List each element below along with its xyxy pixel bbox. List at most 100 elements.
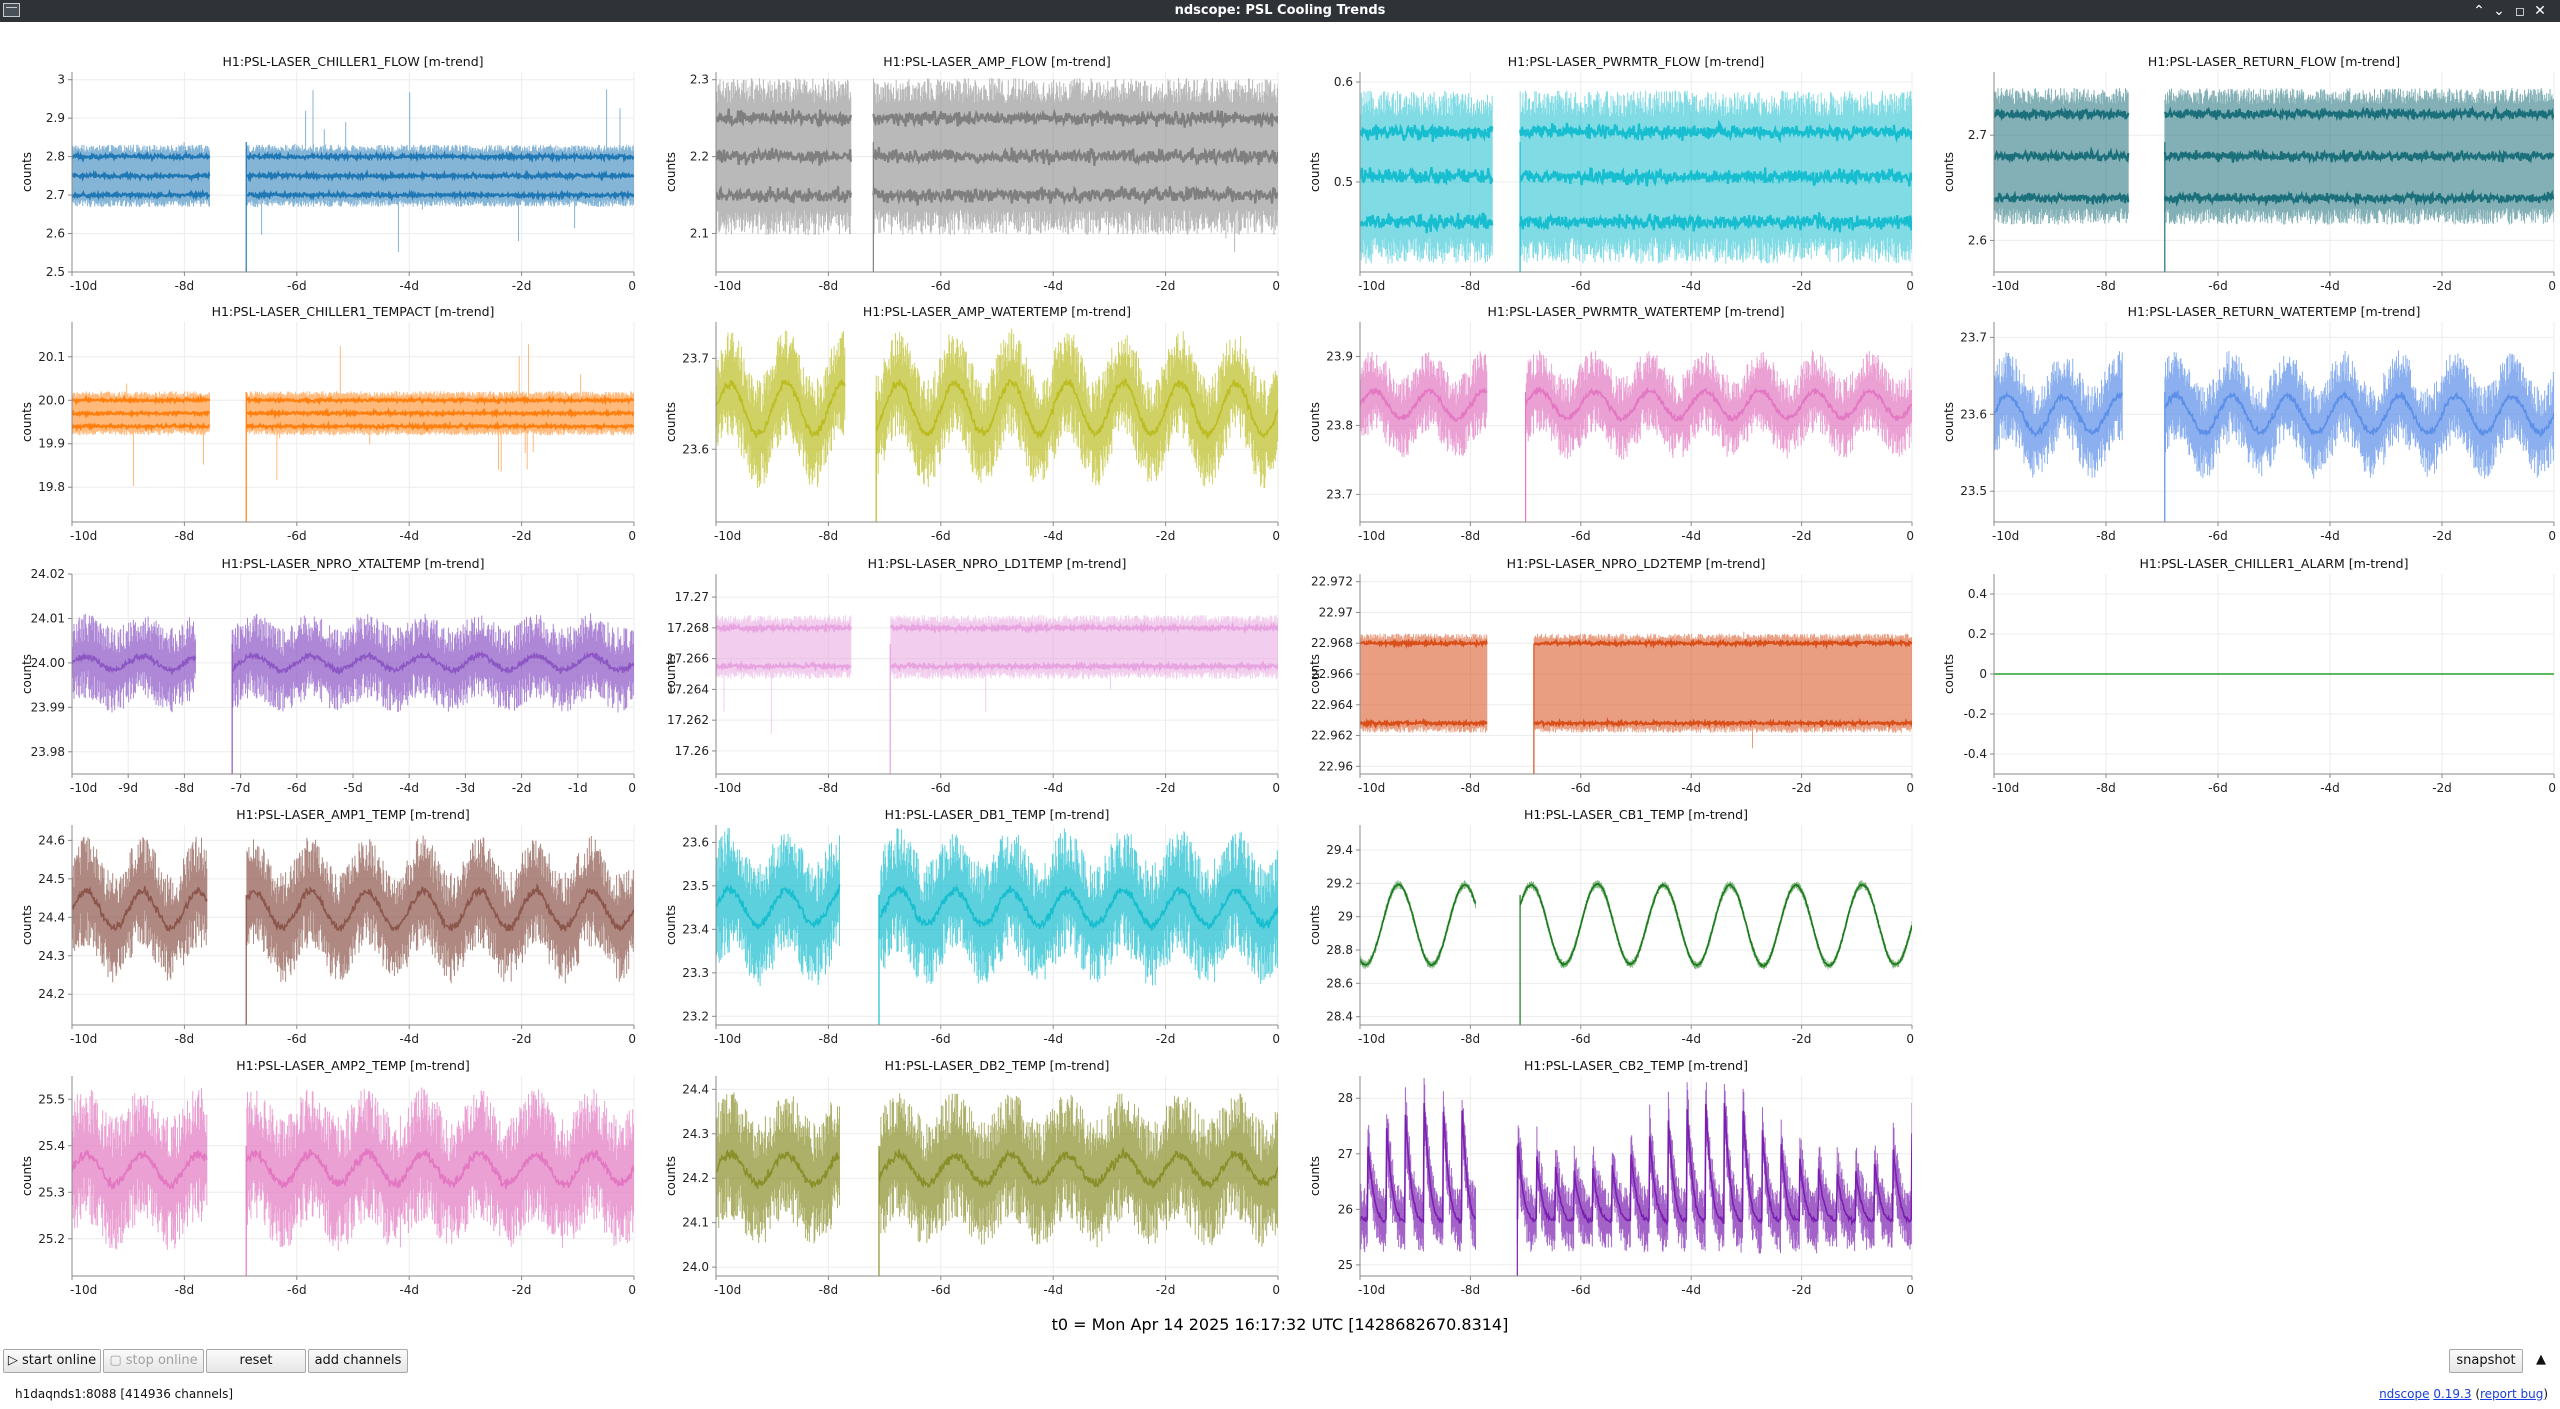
x-tick-label: -8d	[2096, 529, 2116, 543]
plot-panel[interactable]: H1:PSL-LASER_AMP_FLOW [m-trend] counts 2.1…	[644, 52, 1284, 302]
y-tick-label: 24.0	[682, 1260, 709, 1274]
x-tick-label: -10d	[714, 781, 741, 795]
trend-plot[interactable]: H1:PSL-LASER_AMP_FLOW [m-trend] counts 2.1…	[644, 52, 1284, 302]
x-tick-label: -8d	[2096, 279, 2116, 293]
chevron-up-icon[interactable]: ⌃	[2473, 3, 2485, 19]
x-tick-label: -2d	[1156, 1283, 1176, 1297]
trend-series	[716, 615, 1278, 774]
y-tick-label: 24.5	[38, 872, 65, 886]
t0-label: t0 = Mon Apr 14 2025 16:17:32 UTC [14286…	[1051, 1315, 1509, 1334]
trend-band	[716, 659, 1278, 673]
x-tick-label: -3d	[456, 781, 476, 795]
plot-panel[interactable]: H1:PSL-LASER_CHILLER1_ALARM [m-trend] cou…	[1922, 554, 2560, 804]
x-tick-label: -4d	[1681, 1283, 1701, 1297]
start-online-button[interactable]: ▷ start online	[3, 1349, 101, 1373]
trend-plot[interactable]: H1:PSL-LASER_AMP_WATERTEMP [m-trend] coun…	[644, 302, 1284, 552]
trend-plot[interactable]: H1:PSL-LASER_NPRO_LD1TEMP [m-trend] count…	[644, 554, 1284, 804]
plot-title: H1:PSL-LASER_NPRO_XTALTEMP [m-trend]	[222, 556, 485, 571]
x-tick-label: -4d	[1681, 279, 1701, 293]
x-tick-label: -10d	[1358, 529, 1385, 543]
snapshot-button[interactable]: snapshot	[2449, 1349, 2523, 1373]
add-channels-button[interactable]: add channels	[308, 1349, 408, 1373]
reset-button[interactable]: reset	[206, 1349, 306, 1373]
plot-panel[interactable]: H1:PSL-LASER_RETURN_FLOW [m-trend] counts…	[1922, 52, 2560, 302]
x-tick-label: -9d	[118, 781, 138, 795]
trend-plot[interactable]: H1:PSL-LASER_CHILLER1_FLOW [m-trend] coun…	[0, 52, 640, 302]
y-tick-label: 0.5	[1334, 175, 1353, 189]
report-bug-link[interactable]: report bug	[2480, 1387, 2544, 1401]
trend-plot[interactable]: H1:PSL-LASER_RETURN_WATERTEMP [m-trend] c…	[1922, 302, 2560, 552]
y-tick-label: 23.8	[1326, 418, 1353, 432]
plot-panel[interactable]: H1:PSL-LASER_NPRO_LD1TEMP [m-trend] count…	[644, 554, 1284, 804]
maximize-icon[interactable]: ◻	[2515, 4, 2525, 18]
stop-online-button[interactable]: ▢ stop online	[103, 1349, 204, 1373]
plot-panel[interactable]: H1:PSL-LASER_AMP1_TEMP [m-trend] counts 24…	[0, 805, 640, 1055]
x-tick-label: -8d	[175, 529, 195, 543]
x-tick-label: -8d	[175, 1283, 195, 1297]
plot-panel[interactable]: H1:PSL-LASER_CHILLER1_FLOW [m-trend] coun…	[0, 52, 640, 302]
x-tick-label: -6d	[931, 529, 951, 543]
trend-plot[interactable]: H1:PSL-LASER_CHILLER1_TEMPACT [m-trend] c…	[0, 302, 640, 552]
expand-panel-icon[interactable]: ▲	[2536, 1352, 2546, 1367]
trend-plot[interactable]: H1:PSL-LASER_CB1_TEMP [m-trend] counts 28.…	[1288, 805, 1918, 1055]
trend-series	[72, 613, 634, 774]
trend-series	[1994, 87, 2554, 272]
version-link[interactable]: 0.19.3	[2433, 1387, 2472, 1401]
plot-axes	[1359, 825, 1912, 1026]
minimize-icon[interactable]: ⌄	[2493, 3, 2505, 19]
reset-label: reset	[239, 1353, 273, 1368]
plot-panel[interactable]: H1:PSL-LASER_DB1_TEMP [m-trend] counts 23.…	[644, 805, 1284, 1055]
x-tick-label: -2d	[1792, 1283, 1812, 1297]
plot-title: H1:PSL-LASER_PWRMTR_WATERTEMP [m-trend]	[1488, 304, 1785, 319]
plot-panel[interactable]: H1:PSL-LASER_CB1_TEMP [m-trend] counts 28.…	[1288, 805, 1918, 1055]
toolbar: ▷ start online ▢ stop online reset add c…	[0, 1348, 2560, 1378]
plot-panel[interactable]: H1:PSL-LASER_AMP2_TEMP [m-trend] counts 25…	[0, 1056, 640, 1306]
trend-line	[72, 882, 634, 933]
plot-panel[interactable]: H1:PSL-LASER_DB2_TEMP [m-trend] counts 24.…	[644, 1056, 1284, 1306]
trend-plot[interactable]: H1:PSL-LASER_PWRMTR_WATERTEMP [m-trend] c…	[1288, 302, 1918, 552]
x-tick-label: -8d	[1461, 279, 1481, 293]
trend-band	[716, 146, 1278, 167]
y-tick-label: 24.00	[31, 656, 65, 670]
y-tick-label: 0.6	[1334, 75, 1353, 89]
trend-plot[interactable]: H1:PSL-LASER_PWRMTR_FLOW [m-trend] counts…	[1288, 52, 1918, 302]
plot-panel[interactable]: H1:PSL-LASER_PWRMTR_FLOW [m-trend] counts…	[1288, 52, 1918, 302]
y-axis-label: counts	[1308, 905, 1322, 945]
trend-plot[interactable]: H1:PSL-LASER_DB2_TEMP [m-trend] counts 24.…	[644, 1056, 1284, 1306]
trend-plot[interactable]: H1:PSL-LASER_AMP2_TEMP [m-trend] counts 25…	[0, 1056, 640, 1306]
trend-plot[interactable]: H1:PSL-LASER_RETURN_FLOW [m-trend] counts…	[1922, 52, 2560, 302]
x-tick-label: -10d	[70, 529, 97, 543]
plot-title: H1:PSL-LASER_NPRO_LD2TEMP [m-trend]	[1507, 556, 1766, 571]
trend-series	[1360, 350, 1912, 522]
plot-panel[interactable]: H1:PSL-LASER_CHILLER1_TEMPACT [m-trend] c…	[0, 302, 640, 552]
x-tick-label: -1d	[568, 781, 588, 795]
close-icon[interactable]: ✕	[2534, 3, 2546, 19]
plot-panel[interactable]: H1:PSL-LASER_AMP_WATERTEMP [m-trend] coun…	[644, 302, 1284, 552]
y-tick-label: 22.966	[1311, 667, 1353, 681]
y-tick-label: 25.4	[38, 1139, 65, 1153]
trend-plot[interactable]: H1:PSL-LASER_DB1_TEMP [m-trend] counts 23.…	[644, 805, 1284, 1055]
plot-panel[interactable]: H1:PSL-LASER_NPRO_LD2TEMP [m-trend] count…	[1288, 554, 1918, 804]
trend-plot[interactable]: H1:PSL-LASER_NPRO_XTALTEMP [m-trend] coun…	[0, 554, 640, 804]
trend-plot[interactable]: H1:PSL-LASER_CHILLER1_ALARM [m-trend] cou…	[1922, 554, 2560, 804]
x-tick-label: -2d	[1792, 279, 1812, 293]
y-tick-label: 17.264	[667, 682, 709, 696]
trend-plot[interactable]: H1:PSL-LASER_NPRO_LD2TEMP [m-trend] count…	[1288, 554, 1918, 804]
x-tick-label: -2d	[512, 279, 532, 293]
trend-plot[interactable]: H1:PSL-LASER_CB2_TEMP [m-trend] counts 25 2…	[1288, 1056, 1918, 1306]
trend-plot[interactable]: H1:PSL-LASER_AMP1_TEMP [m-trend] counts 24…	[0, 805, 640, 1055]
x-tick-label: -4d	[399, 781, 419, 795]
x-tick-label: -10d	[70, 781, 97, 795]
plot-panel[interactable]: H1:PSL-LASER_RETURN_WATERTEMP [m-trend] c…	[1922, 302, 2560, 552]
y-tick-label: 29.2	[1326, 876, 1353, 890]
plot-panel[interactable]: H1:PSL-LASER_NPRO_XTALTEMP [m-trend] coun…	[0, 554, 640, 804]
y-axis-label: counts	[1308, 1156, 1322, 1196]
ndscope-link[interactable]: ndscope	[2379, 1387, 2430, 1401]
plot-panel[interactable]: H1:PSL-LASER_CB2_TEMP [m-trend] counts 25 2…	[1288, 1056, 1918, 1306]
window-menu-icon[interactable]	[3, 3, 20, 17]
x-tick-label: -8d	[819, 1032, 839, 1046]
trend-band	[72, 188, 634, 202]
plot-panel[interactable]: H1:PSL-LASER_PWRMTR_WATERTEMP [m-trend] c…	[1288, 302, 1918, 552]
x-tick-label: -6d	[2208, 529, 2228, 543]
trend-series	[72, 344, 634, 522]
